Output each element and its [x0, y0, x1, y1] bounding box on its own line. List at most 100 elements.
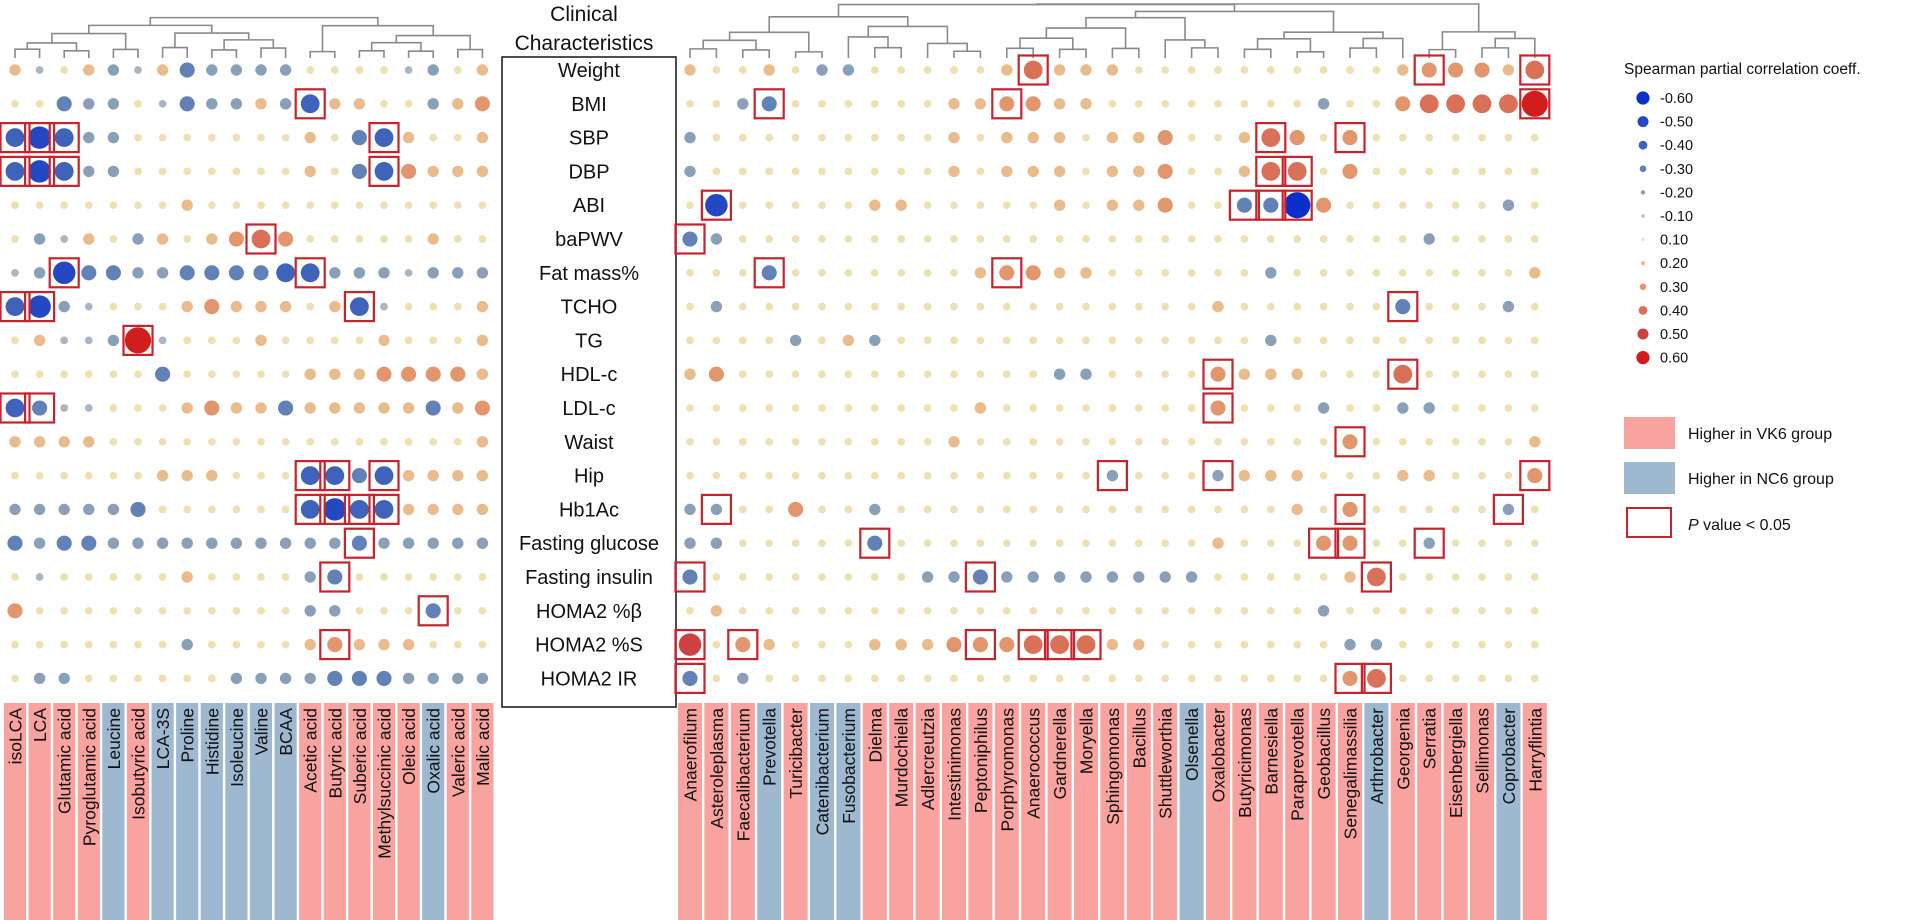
- left-cell-circle: [350, 297, 369, 316]
- left-cell-circle: [134, 404, 142, 412]
- right-cell-circle: [923, 437, 932, 446]
- right-cell-circle: [1027, 571, 1039, 583]
- left-cell-circle: [304, 165, 316, 178]
- right-cell-circle: [897, 471, 906, 480]
- right-cell-circle: [1002, 336, 1011, 345]
- right-cell-circle: [737, 672, 749, 685]
- row-label: ABI: [573, 195, 605, 217]
- right-column-strip: [1100, 703, 1125, 920]
- right-cell-circle: [1293, 640, 1302, 649]
- legend-dot: [1637, 116, 1649, 128]
- right-cell-circle: [923, 370, 932, 379]
- right-cell-circle: [1029, 235, 1038, 243]
- left-cell-circle: [11, 99, 19, 108]
- left-cell-circle: [304, 571, 316, 583]
- right-cell-circle: [684, 537, 696, 549]
- left-column-label: Valine: [252, 708, 272, 755]
- right-cell-circle: [1398, 505, 1407, 514]
- left-dendrogram-branch: [149, 16, 379, 26]
- left-column-strip: [249, 703, 273, 920]
- right-cell-circle: [1372, 404, 1381, 412]
- left-cell-circle: [429, 437, 438, 446]
- left-significance-box: [122, 324, 154, 356]
- left-column-strip: [77, 703, 100, 920]
- right-cell-circle: [1398, 268, 1407, 277]
- left-cell-circle: [11, 471, 19, 480]
- right-significance-box: [964, 561, 997, 593]
- right-cell-circle: [1053, 368, 1066, 380]
- left-cell-circle: [158, 133, 167, 142]
- right-cell-circle: [1319, 471, 1328, 480]
- left-cell-circle: [134, 573, 142, 581]
- right-cell-circle: [1002, 437, 1011, 446]
- right-cell-circle: [682, 569, 698, 585]
- right-cell-circle: [1478, 336, 1486, 345]
- left-cell-circle: [429, 201, 438, 210]
- right-cell-circle: [869, 503, 881, 516]
- right-column-label: Adlercreutzia: [918, 708, 938, 810]
- right-cell-circle: [1133, 199, 1145, 211]
- right-cell-circle: [818, 302, 826, 311]
- right-cell-circle: [1053, 267, 1066, 279]
- right-cell-circle: [1027, 131, 1039, 144]
- left-cell-circle: [325, 466, 345, 485]
- right-cell-circle: [738, 437, 747, 446]
- left-significance-box: [294, 257, 326, 289]
- right-cell-circle: [1214, 573, 1222, 581]
- left-cell-circle: [330, 66, 339, 74]
- right-cell-circle: [791, 268, 800, 277]
- right-column-strip: [1496, 703, 1521, 920]
- right-cell-circle: [1266, 437, 1275, 446]
- right-cell-circle: [897, 674, 906, 683]
- right-cell-circle: [1161, 437, 1170, 446]
- right-cell-circle: [1423, 233, 1435, 245]
- right-cell-circle: [818, 606, 826, 615]
- right-cell-circle: [738, 336, 747, 345]
- left-cell-circle: [329, 267, 341, 279]
- right-significance-box: [991, 257, 1023, 289]
- right-column-label: Gardnerella: [1050, 708, 1070, 800]
- right-cell-circle: [976, 505, 985, 514]
- right-column-strip: [1338, 703, 1362, 920]
- right-cell-circle: [1214, 99, 1222, 108]
- right-dendrogram-branch: [1256, 38, 1312, 52]
- legend-dot: [1638, 140, 1648, 150]
- right-dendrogram-branch: [1164, 39, 1206, 58]
- right-cell-circle: [1212, 537, 1224, 549]
- right-cell-circle: [1080, 98, 1092, 110]
- left-cell-circle: [330, 336, 339, 345]
- legend-dot: [1638, 306, 1648, 315]
- right-significance-box: [1519, 460, 1551, 492]
- right-cell-circle: [1478, 606, 1486, 615]
- left-column-label: Malic acid: [473, 708, 493, 786]
- legend-value-label: 0.50: [1660, 327, 1688, 343]
- left-cell-circle: [206, 64, 218, 76]
- right-column-label: Bacillus: [1129, 708, 1149, 769]
- left-cell-circle: [84, 336, 93, 345]
- right-cell-circle: [976, 370, 985, 379]
- left-column-label: LCA-3S: [153, 708, 173, 769]
- right-cell-circle: [1372, 302, 1381, 311]
- right-cell-circle: [1451, 573, 1460, 581]
- right-cell-circle: [1367, 669, 1386, 688]
- left-significance-box: [294, 493, 326, 525]
- right-column-strip: [1522, 703, 1547, 920]
- right-cell-circle: [1372, 268, 1381, 277]
- left-column-strip: [372, 703, 396, 920]
- left-cell-circle: [109, 606, 118, 615]
- left-cell-circle: [355, 606, 364, 615]
- right-dendrogram-branch: [1428, 48, 1457, 58]
- right-cell-circle: [1108, 606, 1117, 615]
- right-cell-circle: [1265, 469, 1277, 482]
- right-column-strip: [836, 703, 861, 920]
- right-cell-circle: [1240, 606, 1249, 615]
- right-cell-circle: [1187, 437, 1196, 446]
- right-cell-circle: [708, 366, 724, 382]
- left-cell-circle: [58, 503, 70, 516]
- right-significance-box: [674, 223, 706, 255]
- right-cell-circle: [1478, 640, 1486, 649]
- right-cell-circle: [1002, 370, 1011, 379]
- left-column-label: Valeric acid: [448, 708, 468, 797]
- right-cell-circle: [738, 268, 747, 277]
- right-cell-circle: [1157, 163, 1173, 179]
